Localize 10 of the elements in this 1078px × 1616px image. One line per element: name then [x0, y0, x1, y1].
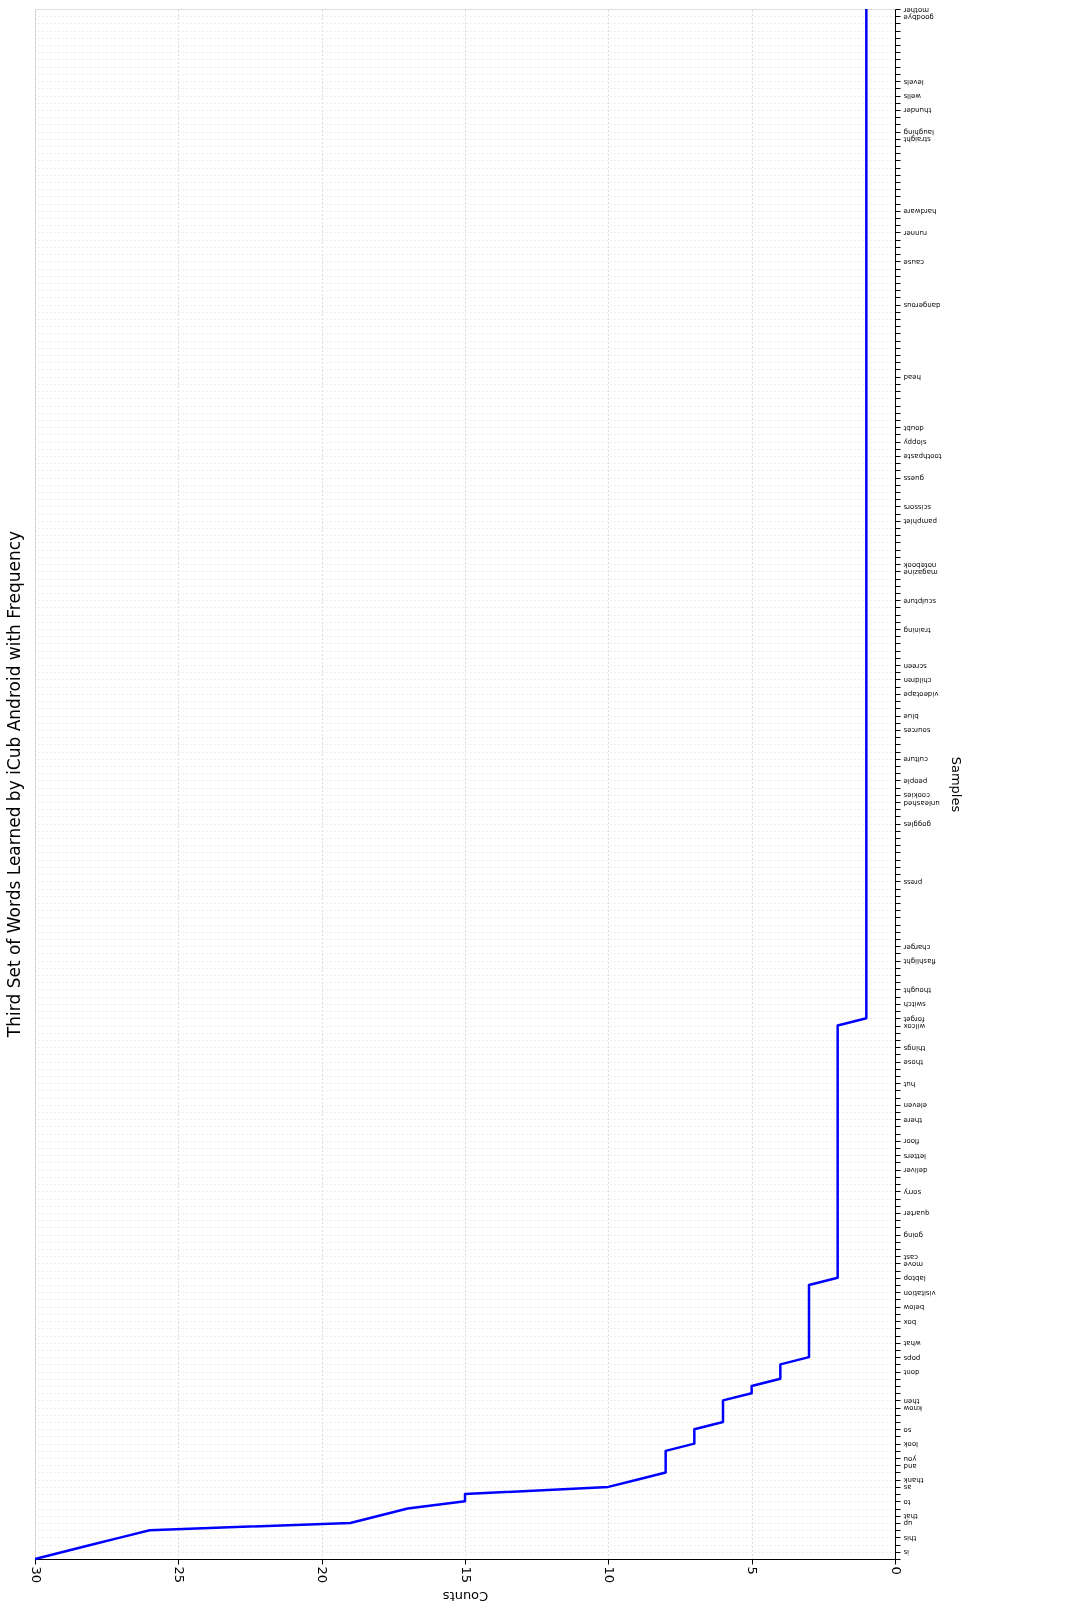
x-tick-label: 25	[171, 1566, 187, 1584]
x-tick-label: 5	[745, 1566, 761, 1575]
text: Third Set of Words Learned by iCub Android with Frequency	[4, 530, 24, 1039]
x-tick-label: 15	[458, 1566, 474, 1584]
x-tick-label: 0	[888, 1566, 904, 1575]
x-axis-title: Counts	[442, 1589, 489, 1605]
x-tick-label: 10	[601, 1566, 617, 1584]
y-axis-title: Samples	[949, 756, 965, 813]
x-tick-label: 30	[28, 1566, 44, 1584]
x-tick-label: 20	[315, 1566, 331, 1584]
